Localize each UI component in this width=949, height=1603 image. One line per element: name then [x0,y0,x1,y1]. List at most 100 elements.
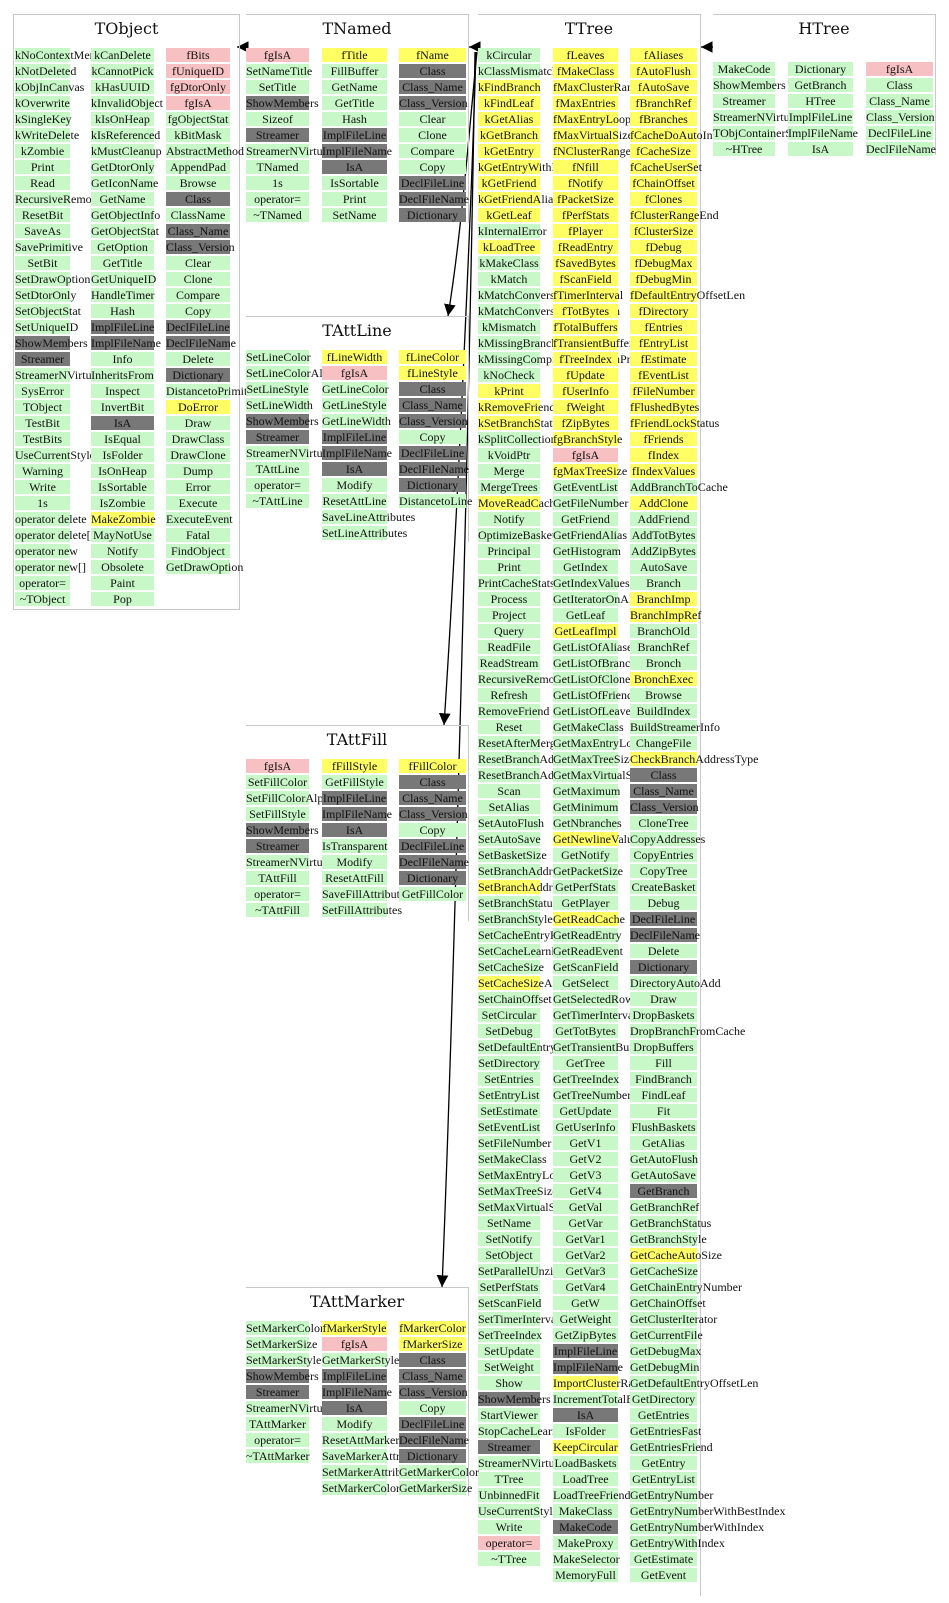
member-kisonheap: kIsOnHeap [91,112,154,126]
member-column: kNoContextMenu kNotDeleted kObjInCanvas kOv… [15,48,103,608]
member-declfileline: DeclFileLine [399,1417,466,1431]
member-getname: GetName [322,80,387,94]
member-settreeindex: SetTreeIndex [478,1328,543,1342]
member-getalias: GetAlias [630,1136,697,1150]
member-setperfstats: SetPerfStats [478,1280,540,1294]
member-getuniqueid: GetUniqueID [91,272,157,286]
member-flushbaskets: FlushBaskets [630,1120,697,1134]
member-streamer: Streamer [478,1440,540,1454]
member-setmarkerstyle: SetMarkerStyle [246,1353,322,1367]
member-tattmarker: TAttMarker [246,1417,309,1431]
member-setuniqueid: SetUniqueID [15,320,79,334]
member-getdtoronly: GetDtorOnly [91,160,155,174]
member-kfindleaf: kFindLeaf [478,96,540,110]
member-keepcircular: KeepCircular [553,1440,618,1454]
member-getlistofclones: GetListOfClones [553,672,635,686]
member-copyaddresses: CopyAddresses [630,832,706,846]
member-fclusterrangeend: fClusterRangeEnd [630,208,719,222]
member-savemarkerattributes: SaveMarkerAttributes [322,1449,429,1463]
member-getdebugmax: GetDebugMax [630,1344,702,1358]
member-obsolete: Obsolete [91,560,154,574]
member-resetaftermerge: ResetAfterMerge [478,736,562,750]
member-fnfill: fNfill [553,160,618,174]
member-getleafimpl: GetLeafImpl [553,624,618,638]
member-getcachesize: GetCacheSize [630,1264,698,1278]
member-setbranchstatus: SetBranchStatus [478,896,558,910]
member-column: SetMarkerColorAlpha SetMarkerSize SetMarke… [246,1321,353,1465]
member-getbranchstyle: GetBranchStyle [630,1232,707,1246]
member-maynotuse: MayNotUse [91,528,154,542]
member-streamer: Streamer [246,839,309,853]
member-kinternalerror: kInternalError [478,224,547,238]
member-getnbranches: GetNbranches [553,816,622,830]
member-distancetoline: DistancetoLine [399,494,473,508]
member-knocheck: kNoCheck [478,368,540,382]
member-setmarkersize: SetMarkerSize [246,1337,318,1351]
member-kcannotpick: kCannotPick [91,64,154,78]
member-getindex: GetIndex [553,560,618,574]
member-setname: SetName [478,1216,540,1230]
member-streamer: Streamer [246,430,309,444]
member-setbasketsize: SetBasketSize [478,848,547,862]
member-showmembers: ShowMembers [246,1369,319,1383]
member-getlistofbranches: GetListOfBranches [553,656,647,670]
member-recursiveremove: RecursiveRemove [478,672,566,686]
member-write: Write [15,480,70,494]
member-operator: operator= [15,576,70,590]
member-getmarkercolor: GetMarkerColor [399,1465,479,1479]
member-getnewlinevalue: GetNewlineValue [553,832,639,846]
member-implfilename: ImplFileName [788,126,858,140]
member-getselect: GetSelect [553,976,618,990]
member-fname: fName [399,48,466,62]
member-kmismatch: kMismatch [478,320,540,334]
member-festimate: fEstimate [630,352,697,366]
member-kwritedelete: kWriteDelete [15,128,80,142]
member-recursiveremove: RecursiveRemove [15,192,103,206]
member-getv4: GetV4 [553,1184,618,1198]
member-ftotalbuffers: fTotalBuffers [553,320,618,334]
member-column: fName Class Class_Name Class_Version Clear Cl… [399,48,469,224]
member-kcircular: kCircular [478,48,540,62]
member-invertbit: InvertBit [91,400,154,414]
member-declfileline: DeclFileLine [399,446,466,460]
member-class-name: Class_Name [399,791,466,805]
member-directoryautoadd: DirectoryAutoAdd [630,976,721,990]
member-setlinecoloralpha: SetLineColorAlpha [246,366,340,380]
member-kmatchconversion: kMatchConversion [478,288,570,302]
member-fsavedbytes: fSavedBytes [553,256,618,270]
member-fplayer: fPlayer [553,224,618,238]
member-read: Read [15,176,70,190]
member-getlinewidth: GetLineWidth [322,414,391,428]
member-showmembers: ShowMembers [713,78,786,92]
member-setdirectory: SetDirectory [478,1056,540,1070]
class-title: TAttFill [326,730,388,749]
member-implfilename: ImplFileName [91,336,161,350]
member-fentrylist: fEntryList [630,336,697,350]
member-column: fFillStyle GetFillStyle ImplFileLine ImplFi… [322,759,410,919]
member-getmaxtreesize: GetMaxTreeSize [553,752,635,766]
member-column: fAliases fAutoFlush fAutoSave fBranchRef fBr… [630,48,785,1584]
member-movereadcache: MoveReadCache [478,496,561,510]
member-findex: fIndex [630,448,697,462]
member-class-name: Class_Name [866,94,933,108]
member-fgdtoronly: fgDtorOnly [166,80,230,94]
member-setobject: SetObject [478,1248,540,1262]
member-fbranches: fBranches [630,112,697,126]
member-getbranch: GetBranch [630,1184,697,1198]
member-getfriend: GetFriend [553,512,618,526]
member-fmaxclusterrange: fMaxClusterRange [553,80,645,94]
member-fautoflush: fAutoFlush [630,64,697,78]
member-info: Info [91,352,154,366]
member-class: Class [399,64,466,78]
member-kgetfriendalias: kGetFriendAlias [478,192,558,206]
member-1s: 1s [15,496,70,510]
member-column: fgIsA SetNameTitle SetTitle ShowMembers Size… [246,48,331,224]
member-compare: Compare [399,144,466,158]
member-makeproxy: MakeProxy [553,1536,618,1550]
member-gettransientbuffer: GetTransientBuffer [553,1040,647,1054]
member-knocontextmenu: kNoContextMenu [15,48,102,62]
member-abstractmethod: AbstractMethod [166,144,244,158]
member-getplayer: GetPlayer [553,896,618,910]
member-pop: Pop [91,592,154,606]
member-getv2: GetV2 [553,1152,618,1166]
